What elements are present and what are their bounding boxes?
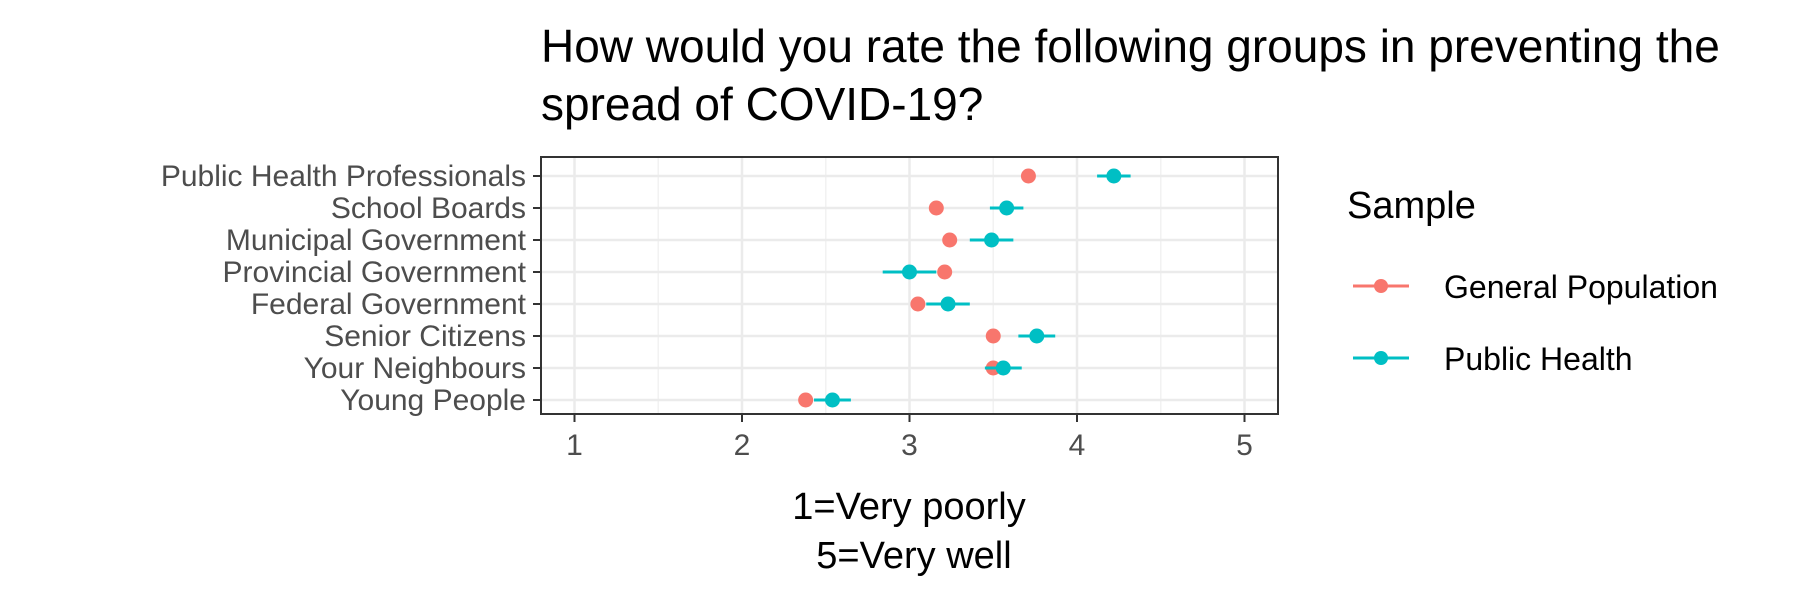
y-tick-label-provincial-government: Provincial Government [223, 256, 527, 289]
point-public-health-senior-citizens [1029, 328, 1045, 344]
x-tick-label-3: 3 [901, 429, 918, 462]
grid-lines [541, 157, 1278, 414]
x-tick-label-4: 4 [1069, 429, 1086, 462]
legend-key-point-public-health [1374, 351, 1388, 365]
y-tick-label-school-boards: School Boards [331, 192, 526, 225]
point-general-population-federal-government [910, 296, 926, 312]
x-axis-title-line-1: 1=Very poorly [792, 486, 1025, 528]
y-tick-label-municipal-government: Municipal Government [226, 224, 527, 257]
point-public-health-your-neighbours [995, 360, 1011, 376]
series-layer [798, 168, 1131, 408]
y-tick-label-your-neighbours: Your Neighbours [304, 352, 526, 385]
point-public-health-municipal-government [984, 232, 1000, 248]
y-tick-label-young-people: Young People [340, 384, 526, 417]
point-general-population-municipal-government [942, 232, 958, 248]
legend-label-general-population: General Population [1444, 269, 1718, 305]
point-public-health-provincial-government [902, 264, 917, 280]
point-general-population-public-health-professionals [1020, 168, 1036, 184]
point-general-population-school-boards [928, 200, 944, 216]
point-public-health-young-people [824, 392, 840, 408]
point-public-health-school-boards [999, 200, 1015, 216]
series-public-health [814, 168, 1131, 408]
chart-title-line-2: spread of COVID-19? [541, 78, 983, 130]
point-public-health-public-health-professionals [1106, 168, 1122, 184]
y-tick-label-public-health-professionals: Public Health Professionals [161, 160, 526, 193]
x-tick-label-1: 1 [566, 429, 583, 462]
point-general-population-provincial-government [937, 264, 953, 280]
legend-key-point-general-population [1374, 279, 1388, 293]
x-axis: 1 2 3 4 5 [566, 414, 1253, 462]
chart-title-line-1: How would you rate the following groups … [541, 20, 1720, 72]
point-public-health-federal-government [940, 296, 956, 312]
y-tick-label-federal-government: Federal Government [251, 288, 527, 321]
point-general-population-senior-citizens [985, 328, 1001, 344]
legend-item-general-population: General Population [1353, 269, 1718, 305]
legend: Sample General Population Public Health [1347, 185, 1718, 377]
legend-title: Sample [1347, 185, 1476, 227]
y-tick-label-senior-citizens: Senior Citizens [324, 320, 526, 353]
legend-label-public-health: Public Health [1444, 341, 1633, 377]
point-general-population-young-people [798, 392, 814, 408]
x-tick-label-2: 2 [734, 429, 751, 462]
legend-item-public-health: Public Health [1353, 341, 1633, 377]
x-tick-label-5: 5 [1236, 429, 1253, 462]
x-axis-title-line-2: 5=Very well [816, 535, 1011, 577]
